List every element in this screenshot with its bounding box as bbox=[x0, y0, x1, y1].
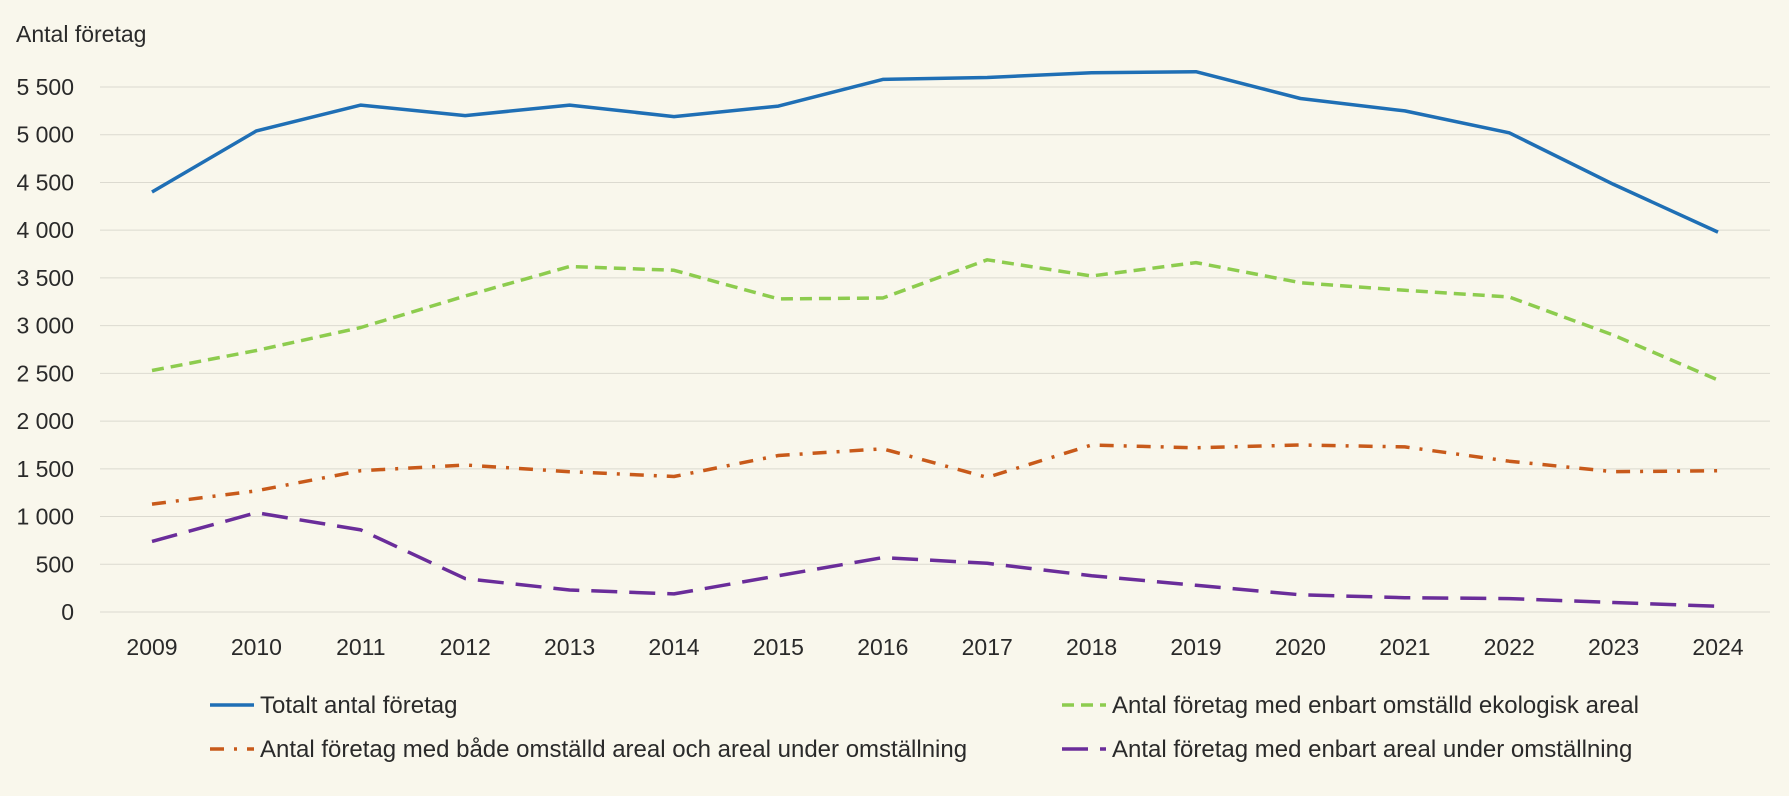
gridlines bbox=[100, 86, 1770, 613]
y-tick-label: 0 bbox=[61, 599, 74, 625]
y-tick-label: 500 bbox=[36, 551, 74, 577]
y-tick-label: 5 500 bbox=[16, 74, 74, 100]
legend: Totalt antal företag Antal företag med en… bbox=[210, 692, 1639, 763]
x-tick-label: 2010 bbox=[231, 634, 282, 660]
x-tick-label: 2021 bbox=[1379, 634, 1430, 660]
y-tick-label: 2 500 bbox=[16, 360, 74, 386]
x-tick-label: 2024 bbox=[1692, 634, 1743, 660]
x-axis-ticks: 2009 2010 2011 2012 2013 2014 2015 2016 2017 2018… bbox=[126, 634, 1743, 660]
y-axis-ticks: 0 500 1 000 1 500 2 000 2 500 3 000 3 500 4 000 4… bbox=[16, 74, 74, 625]
y-tick-label: 3 500 bbox=[16, 265, 74, 291]
y-axis-title: Antal företag bbox=[16, 21, 146, 47]
x-tick-label: 2017 bbox=[962, 634, 1013, 660]
x-tick-label: 2011 bbox=[336, 634, 385, 660]
y-tick-label: 1 500 bbox=[16, 456, 74, 482]
x-tick-label: 2015 bbox=[753, 634, 804, 660]
x-tick-label: 2009 bbox=[126, 634, 177, 660]
x-tick-label: 2023 bbox=[1588, 634, 1639, 660]
y-tick-label: 4 500 bbox=[16, 169, 74, 195]
y-tick-label: 4 000 bbox=[16, 217, 74, 243]
x-tick-label: 2012 bbox=[440, 634, 491, 660]
y-tick-label: 5 000 bbox=[16, 122, 74, 148]
series-line-3 bbox=[151, 443, 1719, 506]
legend-label-2: Antal företag med enbart omställd ekolog… bbox=[1112, 692, 1639, 719]
x-tick-label: 2014 bbox=[648, 634, 699, 660]
x-tick-label: 2020 bbox=[1275, 634, 1326, 660]
x-tick-label: 2018 bbox=[1066, 634, 1117, 660]
series-line-2 bbox=[151, 258, 1719, 382]
series-line-1 bbox=[151, 69, 1719, 234]
x-tick-label: 2016 bbox=[857, 634, 908, 660]
y-tick-label: 1 000 bbox=[16, 504, 74, 530]
y-tick-label: 2 000 bbox=[16, 408, 74, 434]
x-tick-label: 2022 bbox=[1484, 634, 1535, 660]
series-line-4 bbox=[151, 510, 1719, 609]
legend-label-4: Antal företag med enbart areal under oms… bbox=[1112, 736, 1632, 763]
series-lines bbox=[151, 69, 1719, 609]
legend-label-1: Totalt antal företag bbox=[260, 692, 457, 719]
y-tick-label: 3 000 bbox=[16, 313, 74, 339]
x-tick-label: 2019 bbox=[1170, 634, 1221, 660]
legend-label-3: Antal företag med både omställd areal oc… bbox=[260, 736, 967, 763]
x-tick-label: 2013 bbox=[544, 634, 595, 660]
